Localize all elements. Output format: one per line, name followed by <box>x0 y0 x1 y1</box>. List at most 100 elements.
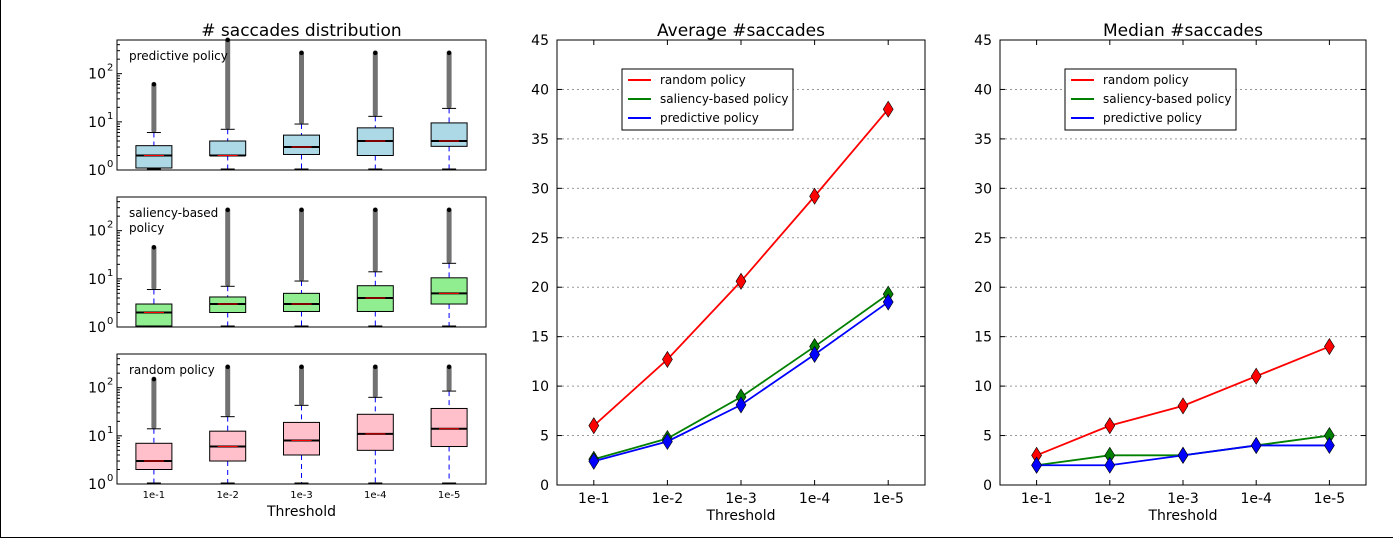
y-tick-label: 10 <box>88 163 106 179</box>
panel-frame <box>116 39 487 171</box>
box <box>356 364 394 484</box>
box-iqr <box>283 134 320 155</box>
series-line <box>593 293 889 461</box>
data-point-marker <box>1177 446 1189 464</box>
x-tick-label: 1e-3 <box>725 491 756 507</box>
y-tick-label: 5 <box>540 429 549 445</box>
box <box>356 207 394 327</box>
data-point-marker <box>662 350 673 368</box>
box-iqr <box>209 140 247 157</box>
panel-label: saliency-based policy <box>129 206 218 235</box>
y-tick-exponent: 0 <box>107 159 113 170</box>
x-tick-label: 1e-2 <box>216 490 239 501</box>
boxplot-title: # saccades distribution <box>201 21 401 41</box>
y-tick-label: 10 <box>88 429 106 445</box>
plot-frame <box>999 39 1367 486</box>
y-tick-label: 10 <box>88 224 106 240</box>
y-tick-exponent: 1 <box>107 425 113 436</box>
legend: random policy saliency-based policy predic… <box>621 68 794 131</box>
average-chart: Average #saccades 0 5 10 15 20 25 30 35 40 45 1e-1 1… <box>531 21 926 524</box>
series-line <box>593 108 889 427</box>
x-tick-label: 1e-1 <box>578 491 609 507</box>
y-tick-label: 5 <box>983 429 992 445</box>
data-point-marker <box>662 432 673 451</box>
y-tick-exponent: 1 <box>107 268 113 279</box>
y-tick-exponent: 2 <box>107 220 113 231</box>
x-tick-label: 1e-2 <box>652 491 683 507</box>
y-tick-label: 25 <box>974 231 992 247</box>
outlier-point-max <box>151 376 157 382</box>
box-iqr <box>430 122 468 147</box>
data-point-marker <box>1177 397 1189 415</box>
outlier-point-max <box>151 245 157 250</box>
y-tick-label: 40 <box>531 82 549 98</box>
y-tick-exponent: 2 <box>107 63 113 74</box>
box <box>430 207 468 327</box>
y-tick-exponent: 0 <box>107 473 113 484</box>
box-iqr <box>135 442 173 471</box>
outlier-point-max <box>446 207 452 213</box>
panel-label: predictive policy <box>129 49 228 63</box>
outlier-point-max <box>373 207 378 213</box>
data-point-marker <box>1104 417 1116 435</box>
box-iqr <box>430 277 468 305</box>
y-tick-label: 10 <box>88 320 106 336</box>
y-tick-label: 10 <box>88 67 106 83</box>
legend-label: random policy <box>1103 73 1189 87</box>
box <box>356 50 394 170</box>
y-tick-label: 30 <box>531 181 549 197</box>
y-tick-label: 20 <box>974 280 992 296</box>
data-point-marker <box>1104 456 1116 474</box>
x-tick-label: 1e-3 <box>1167 491 1198 507</box>
data-point-marker <box>588 452 600 470</box>
panel-label: random policy <box>129 363 215 377</box>
box <box>283 207 320 327</box>
box-iqr <box>283 292 320 312</box>
data-point-marker <box>1250 436 1262 455</box>
legend-label: predictive policy <box>1103 111 1202 125</box>
outlier-point-max <box>373 364 378 370</box>
plot-frame <box>556 39 926 486</box>
y-tick-label: 15 <box>531 330 549 346</box>
data-point-marker <box>1324 337 1335 356</box>
x-axis-label: Threshold <box>266 504 336 520</box>
y-tick-label: 25 <box>531 231 549 247</box>
median-chart: Median #saccades 0 5 10 15 20 25 30 35 40 45 1e-1 1e… <box>974 21 1367 524</box>
y-tick-label: 45 <box>974 33 992 49</box>
x-tick-label: 1e-5 <box>438 490 461 501</box>
data-point-marker <box>1324 436 1335 455</box>
x-tick-label: 1e-5 <box>1314 491 1345 507</box>
box <box>135 376 173 484</box>
chart-title: Average #saccades <box>657 21 825 41</box>
panel-frame <box>116 353 487 485</box>
y-tick-label: 0 <box>540 478 549 494</box>
x-tick-label: 1e-4 <box>799 491 831 507</box>
y-tick-label: 0 <box>983 478 992 494</box>
y-tick-label: 30 <box>974 181 992 197</box>
series-predictive-policy <box>588 293 894 470</box>
y-tick-label: 40 <box>974 82 992 98</box>
box <box>135 244 173 327</box>
box-iqr <box>283 421 320 456</box>
series-random-policy <box>588 100 894 435</box>
x-tick-label: 1e-4 <box>364 490 387 501</box>
outlier-point-max <box>225 364 230 370</box>
data-point-marker <box>809 345 820 364</box>
y-tick-label: 10 <box>88 115 106 131</box>
box-iqr <box>135 303 173 327</box>
data-point-marker <box>809 187 820 205</box>
y-tick-label: 10 <box>88 272 106 288</box>
y-tick-label: 35 <box>531 132 549 148</box>
outlier-point-max <box>446 364 452 370</box>
chart-title: Median #saccades <box>1103 21 1263 41</box>
data-point-marker <box>1250 367 1262 385</box>
data-point-marker <box>588 417 600 435</box>
x-axis-label: Threshold <box>1148 508 1218 524</box>
data-point-marker <box>882 100 894 118</box>
box <box>135 81 173 170</box>
legend-label: saliency-based policy <box>660 92 788 106</box>
data-point-marker <box>735 396 747 414</box>
outlier-point-max <box>225 207 230 213</box>
legend-label: random policy <box>660 73 746 87</box>
